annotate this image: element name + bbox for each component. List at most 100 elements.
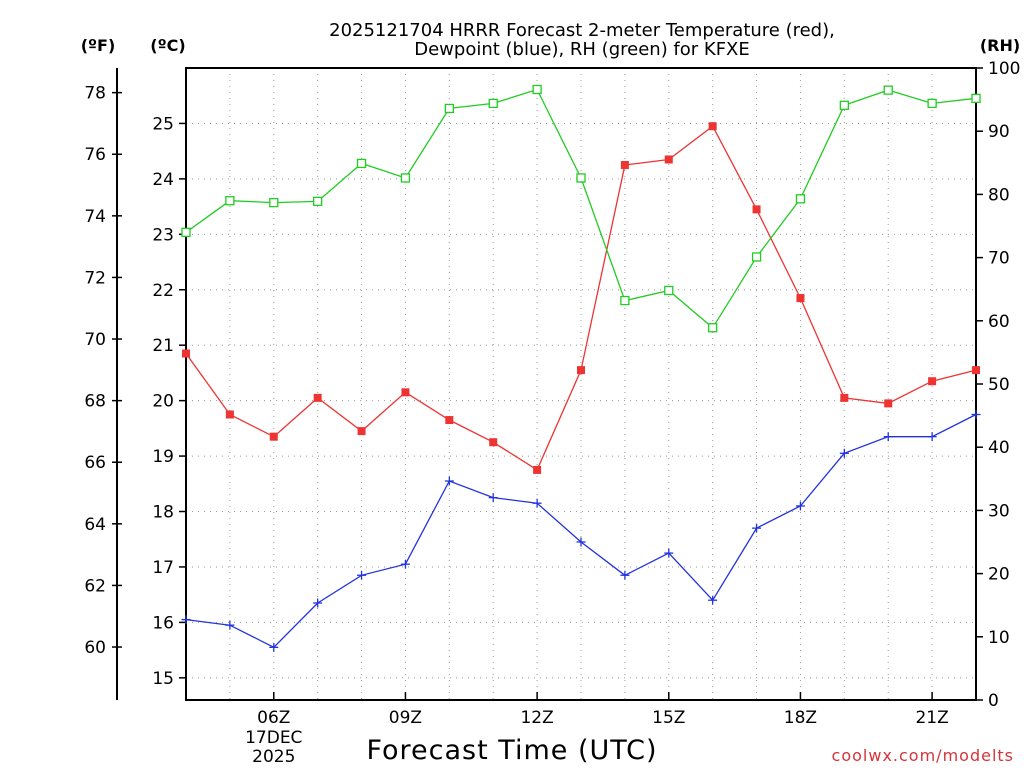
celsius-tick-label: 18 bbox=[152, 503, 174, 523]
temperature-point bbox=[269, 432, 278, 441]
rh-tick-label: 60 bbox=[988, 312, 1010, 332]
temperature-point bbox=[884, 399, 893, 408]
celsius-tick-label: 16 bbox=[152, 613, 174, 633]
rh-tick-label: 10 bbox=[988, 628, 1010, 648]
rh-series bbox=[181, 84, 981, 333]
temperature-point bbox=[972, 366, 980, 375]
celsius-tick-label: 17 bbox=[152, 558, 174, 578]
fahrenheit-tick-label: 64 bbox=[84, 515, 106, 535]
fahrenheit-tick-label: 70 bbox=[84, 330, 106, 350]
x-axis-label: Forecast Time (UTC) bbox=[366, 735, 657, 766]
rh-tick-label: 40 bbox=[988, 438, 1010, 458]
dewpoint-point bbox=[795, 501, 805, 511]
temperature-point bbox=[445, 416, 454, 425]
fahrenheit-axis-unit: (ºF) bbox=[81, 36, 116, 55]
fahrenheit-tick-label: 66 bbox=[84, 453, 106, 473]
rh-tick-label: 30 bbox=[988, 501, 1010, 521]
dewpoint-point bbox=[269, 642, 279, 652]
x-tick-label: 09Z bbox=[389, 708, 422, 728]
rh-tick-label: 70 bbox=[988, 249, 1010, 269]
source-credit: coolwx.com/modelts bbox=[832, 746, 1014, 765]
temperature-point bbox=[357, 427, 366, 436]
dewpoint-point bbox=[839, 448, 849, 458]
rh-point bbox=[225, 196, 235, 206]
x-tick-label: 15Z bbox=[652, 708, 685, 728]
fahrenheit-tick-label: 78 bbox=[84, 84, 106, 104]
temperature-point bbox=[313, 393, 322, 402]
rh-point bbox=[488, 98, 498, 109]
dewpoint-point bbox=[357, 570, 367, 580]
rh-point bbox=[927, 98, 937, 109]
dewpoint-point bbox=[181, 615, 191, 625]
fahrenheit-tick-label: 68 bbox=[84, 392, 106, 412]
dewpoint-point bbox=[708, 595, 718, 605]
celsius-tick-label: 19 bbox=[152, 447, 174, 467]
grid-lines bbox=[186, 68, 976, 700]
temperature-point bbox=[928, 377, 937, 386]
rh-point bbox=[269, 197, 279, 208]
rh-point bbox=[444, 103, 454, 114]
rh-tick-label: 90 bbox=[988, 122, 1010, 142]
temperature-point bbox=[796, 294, 805, 303]
x-tick-date: 17DEC bbox=[245, 728, 302, 748]
chart-title-line-2: Dewpoint (blue), RH (green) for KFXE bbox=[414, 39, 750, 60]
dewpoint-point bbox=[488, 493, 498, 503]
dewpoint-series bbox=[181, 409, 981, 652]
rh-point bbox=[356, 158, 367, 169]
fahrenheit-tick-label: 60 bbox=[84, 638, 106, 658]
tick-labels: 15 16 17 18 19 20 21 22 23 24 25 60 62 64 66 68 70 72 74 76… bbox=[84, 59, 1020, 767]
plot-frame bbox=[185, 67, 977, 701]
x-tick-year: 2025 bbox=[252, 747, 295, 767]
celsius-tick-label: 25 bbox=[152, 114, 174, 134]
x-tick-label: 18Z bbox=[784, 708, 817, 728]
dewpoint-point bbox=[532, 498, 542, 508]
rh-point bbox=[971, 93, 981, 103]
temperature-point bbox=[752, 205, 761, 214]
rh-point bbox=[708, 323, 718, 333]
dewpoint-point bbox=[313, 598, 323, 608]
chart-title-line-1: 2025121704 HRRR Forecast 2-meter Tempera… bbox=[329, 20, 835, 41]
dewpoint-point bbox=[576, 537, 586, 547]
data-series bbox=[181, 84, 981, 652]
temperature-series bbox=[182, 122, 980, 474]
rh-point bbox=[839, 100, 849, 110]
rh-point bbox=[883, 85, 893, 95]
celsius-axis-unit: (ºC) bbox=[150, 36, 185, 55]
dewpoint-point bbox=[752, 523, 762, 533]
dewpoint-point bbox=[444, 476, 454, 486]
rh-point bbox=[313, 196, 323, 207]
temperature-point bbox=[401, 388, 410, 397]
dewpoint-point bbox=[225, 620, 235, 630]
temperature-point bbox=[182, 349, 190, 358]
dewpoint-point bbox=[400, 559, 410, 569]
rh-tick-label: 80 bbox=[988, 185, 1010, 205]
rh-tick-label: 50 bbox=[988, 375, 1010, 395]
rh-line bbox=[185, 88, 977, 329]
dewpoint-point bbox=[927, 432, 937, 442]
temperature-point bbox=[489, 438, 498, 447]
temperature-point bbox=[533, 465, 542, 474]
rh-point bbox=[751, 252, 762, 262]
temperature-point bbox=[664, 155, 673, 164]
rh-point bbox=[664, 285, 674, 296]
celsius-tick-label: 20 bbox=[152, 392, 174, 412]
celsius-tick-label: 24 bbox=[152, 170, 174, 190]
rh-tick-label: 0 bbox=[988, 691, 999, 711]
fahrenheit-tick-label: 62 bbox=[84, 576, 106, 596]
rh-point bbox=[795, 194, 806, 204]
temperature-point bbox=[620, 161, 629, 170]
celsius-tick-label: 15 bbox=[152, 669, 174, 689]
rh-point bbox=[532, 84, 542, 95]
temperature-point bbox=[225, 410, 234, 419]
x-tick-label: 12Z bbox=[520, 708, 553, 728]
celsius-tick-label: 21 bbox=[152, 336, 174, 356]
rh-axis-unit: (RH) bbox=[980, 36, 1020, 55]
dewpoint-point bbox=[620, 570, 630, 580]
fahrenheit-tick-label: 74 bbox=[84, 207, 106, 227]
rh-point bbox=[576, 173, 586, 183]
temperature-point bbox=[577, 366, 585, 375]
dewpoint-point bbox=[664, 548, 674, 558]
dewpoint-point bbox=[971, 409, 981, 419]
